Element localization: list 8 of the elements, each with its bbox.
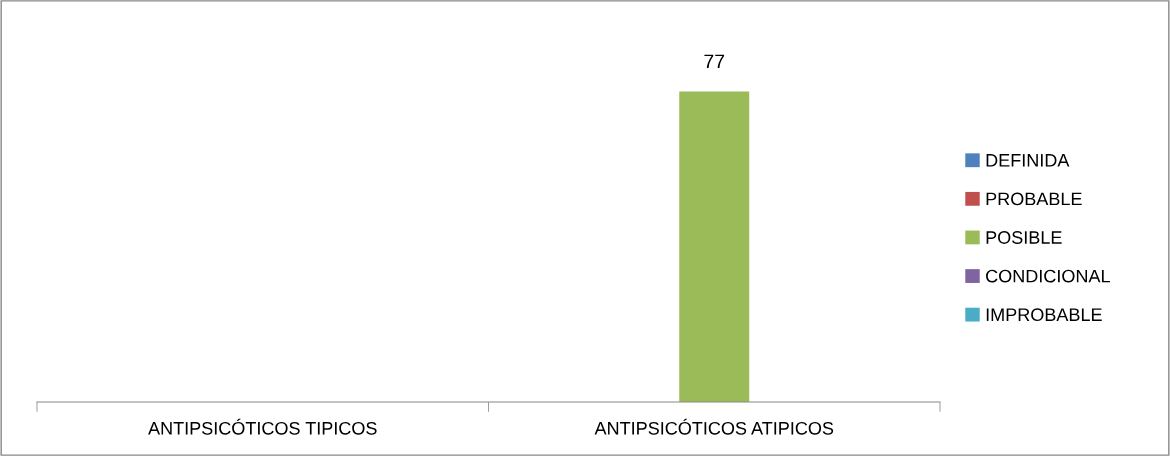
legend-label: PROBABLE (986, 192, 1082, 206)
legend-label: CONDICIONAL (986, 269, 1110, 283)
x-tick-label: ANTIPSICÓTICOS ATIPICOS (594, 418, 834, 435)
legend-label: DEFINIDA (986, 154, 1070, 167)
legend-label: POSIBLE (986, 231, 1062, 244)
x-tick-label: ANTIPSICÓTICOS TIPICOS (148, 418, 377, 435)
legend-label: IMPROBABLE (986, 308, 1102, 322)
data-label: 77 (704, 54, 725, 69)
